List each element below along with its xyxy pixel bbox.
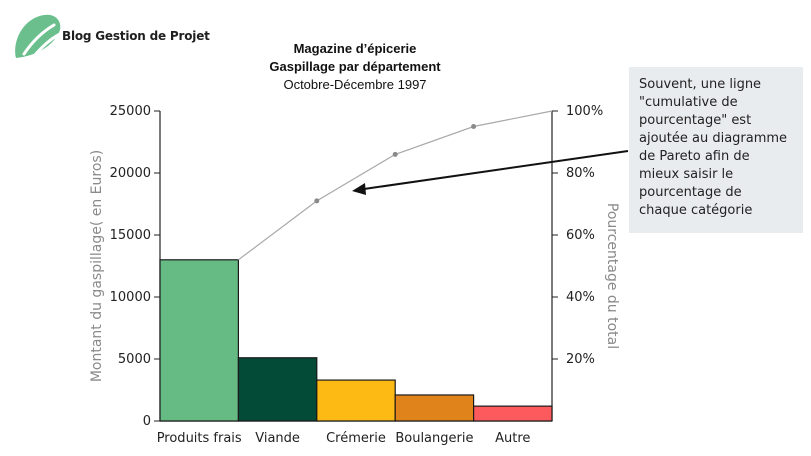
- brand-logo-icon: [15, 14, 62, 59]
- bar-1: [237, 357, 318, 422]
- brand-name: Blog Gestion de Projet: [62, 29, 210, 43]
- y-axis-label: Montant du gaspillage( en Euros): [89, 150, 105, 382]
- x-tick-label: Autre: [495, 431, 530, 446]
- y-tick-label: 0: [143, 414, 151, 429]
- x-tick-label: Viande: [255, 431, 300, 446]
- cumulative-point: [392, 151, 398, 157]
- cumulative-line: [238, 110, 553, 261]
- annotation-callout: Souvent, une ligne "cumulative de pource…: [629, 67, 803, 233]
- cumulative-point: [471, 124, 477, 129]
- y2-tick-label: 100%: [566, 104, 603, 119]
- arrow-line: [363, 150, 629, 190]
- tick-labels: Produits frais Viande Crémerie Boulangerie A…: [89, 104, 620, 446]
- y2-tick-label: 80%: [566, 166, 595, 181]
- x-tick-label: Boulangerie: [395, 431, 473, 446]
- callout-arrow: [352, 150, 629, 195]
- bar-3: [394, 394, 475, 422]
- y-tick-label: 10000: [110, 290, 151, 305]
- x-tick-label: Crémerie: [326, 431, 386, 446]
- y-tick-label: 20000: [110, 166, 151, 181]
- y2-axis-label: Pourcentage du total: [604, 203, 620, 349]
- bar-2: [316, 379, 396, 422]
- cumulative-point: [314, 198, 320, 204]
- bars: [159, 259, 553, 422]
- y-tick-label: 25000: [110, 104, 151, 119]
- bar-0: [159, 259, 240, 422]
- chart-title: Magazine d’épicerie: [293, 41, 417, 56]
- y-tick-label: 15000: [110, 228, 151, 243]
- chart-period: Octobre-Décembre 1997: [283, 77, 427, 92]
- chart-titles: Magazine d’épicerie Gaspillage par dépar…: [240, 40, 470, 94]
- x-tick-label: Produits frais: [157, 431, 242, 446]
- bar-4: [473, 405, 553, 422]
- y2-tick-label: 60%: [566, 228, 595, 243]
- y2-tick-label: 20%: [566, 352, 595, 367]
- y2-tick-label: 40%: [566, 290, 595, 305]
- y-tick-label: 5000: [118, 352, 151, 367]
- chart-subtitle: Gaspillage par département: [269, 59, 441, 74]
- arrowhead-icon: [352, 183, 366, 195]
